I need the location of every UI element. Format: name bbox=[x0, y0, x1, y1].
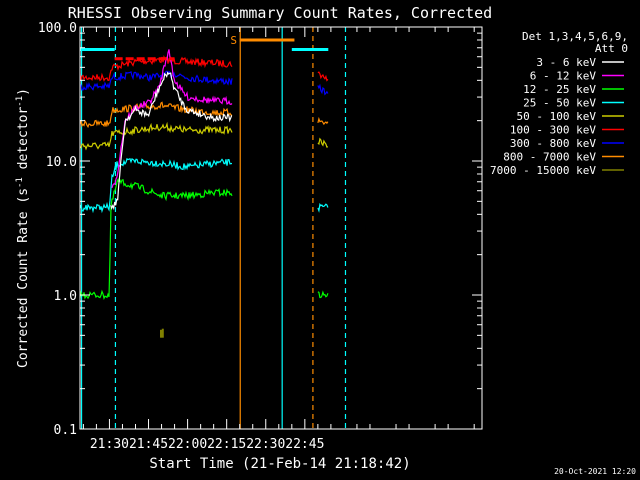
series-trace bbox=[317, 116, 329, 126]
series-trace bbox=[317, 202, 329, 213]
series-trace bbox=[80, 101, 233, 129]
legend-label: 3 - 6 keV bbox=[536, 56, 596, 69]
series-trace bbox=[111, 49, 233, 188]
legend-label: 7000 - 15000 keV bbox=[490, 164, 596, 177]
series-trace bbox=[80, 157, 233, 214]
chart-title: RHESSI Observing Summary Count Rates, Co… bbox=[68, 4, 492, 22]
x-tick-label: 21:30 bbox=[90, 437, 129, 452]
series-trace bbox=[317, 71, 329, 82]
x-tick-label: 22:30 bbox=[246, 437, 285, 452]
y-axis-label: Corrected Count Rate (s-1 detector-1) bbox=[15, 88, 31, 368]
legend-label: 6 - 12 keV bbox=[530, 70, 597, 83]
plot-frame bbox=[79, 26, 483, 430]
series-trace bbox=[80, 177, 233, 300]
series-trace bbox=[80, 121, 233, 151]
y-tick-label: 100.0 bbox=[38, 21, 77, 36]
series-trace bbox=[80, 70, 233, 91]
y-tick-label: 10.0 bbox=[46, 155, 77, 170]
generation-timestamp: 20-Oct-2021 12:20 bbox=[554, 467, 636, 476]
flag-label: S bbox=[230, 34, 237, 47]
legend-header-line2: Att 0 bbox=[595, 42, 628, 55]
series-trace bbox=[80, 54, 233, 82]
y-tick-label: 1.0 bbox=[54, 289, 77, 304]
series-trace bbox=[317, 290, 329, 299]
series-trace bbox=[317, 83, 329, 96]
legend-label: 50 - 100 keV bbox=[517, 110, 597, 123]
legend-label: 300 - 800 keV bbox=[510, 137, 596, 150]
series-trace bbox=[317, 137, 329, 148]
legend-label: 25 - 50 keV bbox=[523, 97, 596, 110]
x-tick-label: 21:45 bbox=[129, 437, 168, 452]
x-tick-label: 22:15 bbox=[207, 437, 246, 452]
x-tick-label: 22:00 bbox=[168, 437, 207, 452]
legend-label: 800 - 7000 keV bbox=[503, 151, 596, 164]
legend-label: 100 - 300 keV bbox=[510, 124, 596, 137]
x-tick-label: 22:45 bbox=[285, 437, 324, 452]
x-axis-label: Start Time (21-Feb-14 21:18:42) bbox=[149, 456, 410, 472]
legend-header-line1: Det 1,3,4,5,6,9, bbox=[522, 30, 628, 43]
legend-label: 12 - 25 keV bbox=[523, 83, 596, 96]
y-tick-label: 0.1 bbox=[54, 423, 77, 438]
series-trace bbox=[110, 71, 233, 211]
